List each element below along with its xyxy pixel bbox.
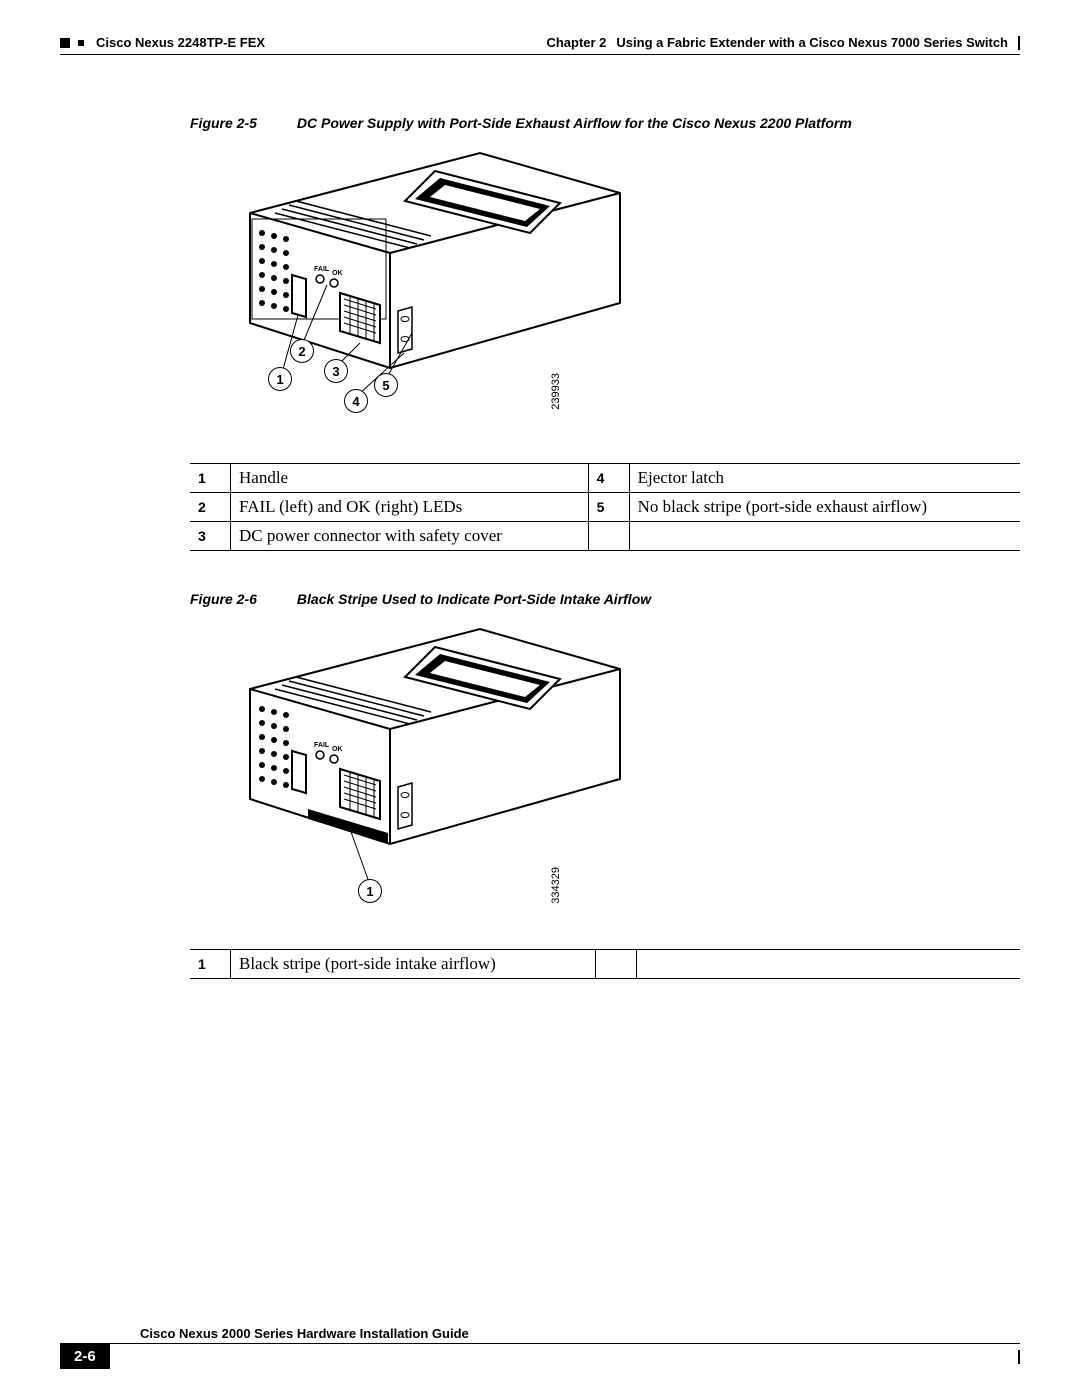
footer-guide-title: Cisco Nexus 2000 Series Hardware Install… <box>60 1326 1020 1344</box>
figure-2-5-caption: Figure 2-5 DC Power Supply with Port-Sid… <box>190 115 1020 131</box>
figure-2-6-table: 1 Black stripe (port-side intake airflow… <box>190 949 1020 979</box>
cell-num: 1 <box>190 950 231 979</box>
table-row: 2 FAIL (left) and OK (right) LEDs 5 No b… <box>190 493 1020 522</box>
callout-3: 3 <box>324 359 348 383</box>
footer-bar: 2-6 <box>60 1344 1020 1369</box>
cell-num: 2 <box>190 493 231 522</box>
figure-title: DC Power Supply with Port-Side Exhaust A… <box>297 115 1020 131</box>
figure-2-6-image: FAIL OK <box>220 619 640 909</box>
cell-num <box>596 950 637 979</box>
svg-text:FAIL: FAIL <box>314 266 330 273</box>
figure-2-5-image: FAIL OK <box>220 143 640 423</box>
cell-desc: Handle <box>231 464 589 493</box>
header-tick-icon <box>1018 36 1020 50</box>
callout-2: 2 <box>290 339 314 363</box>
chapter-label: Chapter 2 <box>546 35 606 50</box>
page-header: Cisco Nexus 2248TP-E FEX Chapter 2 Using… <box>60 35 1020 55</box>
figure-title: Black Stripe Used to Indicate Port-Side … <box>297 591 1020 607</box>
page: Cisco Nexus 2248TP-E FEX Chapter 2 Using… <box>0 0 1080 1397</box>
cell-num <box>588 522 629 551</box>
callout-1: 1 <box>358 879 382 903</box>
callout-5: 5 <box>374 373 398 397</box>
table-row: 1 Black stripe (port-side intake airflow… <box>190 950 1020 979</box>
cell-desc: Ejector latch <box>629 464 1020 493</box>
table-row: 3 DC power connector with safety cover <box>190 522 1020 551</box>
callout-4: 4 <box>344 389 368 413</box>
figure-2-5-table: 1 Handle 4 Ejector latch 2 FAIL (left) a… <box>190 463 1020 551</box>
drawing-number: 239933 <box>550 373 562 410</box>
figure-2-6-caption: Figure 2-6 Black Stripe Used to Indicate… <box>190 591 1020 607</box>
psu-diagram-stripe-icon: FAIL OK <box>220 619 640 909</box>
svg-text:OK: OK <box>332 746 343 753</box>
callout-1: 1 <box>268 367 292 391</box>
svg-text:FAIL: FAIL <box>314 742 330 749</box>
page-number-badge: 2-6 <box>60 1344 110 1369</box>
chapter-title: Using a Fabric Extender with a Cisco Nex… <box>616 35 1008 50</box>
cell-desc: Black stripe (port-side intake airflow) <box>231 950 596 979</box>
cell-desc <box>629 522 1020 551</box>
cell-num: 4 <box>588 464 629 493</box>
page-footer: Cisco Nexus 2000 Series Hardware Install… <box>60 1326 1020 1369</box>
cell-desc <box>637 950 1020 979</box>
cell-num: 1 <box>190 464 231 493</box>
figure-label: Figure 2-6 <box>190 591 257 607</box>
drawing-number: 334329 <box>550 867 562 904</box>
header-square-small-icon <box>78 40 84 46</box>
header-square-large-icon <box>60 38 70 48</box>
footer-tick-icon <box>1018 1350 1020 1364</box>
cell-desc: DC power connector with safety cover <box>231 522 589 551</box>
content-area: Figure 2-5 DC Power Supply with Port-Sid… <box>60 115 1020 979</box>
svg-text:OK: OK <box>332 270 343 277</box>
cell-num: 5 <box>588 493 629 522</box>
cell-desc: FAIL (left) and OK (right) LEDs <box>231 493 589 522</box>
section-title: Cisco Nexus 2248TP-E FEX <box>96 35 265 50</box>
header-right: Chapter 2 Using a Fabric Extender with a… <box>546 35 1020 50</box>
figure-label: Figure 2-5 <box>190 115 257 131</box>
table-row: 1 Handle 4 Ejector latch <box>190 464 1020 493</box>
cell-num: 3 <box>190 522 231 551</box>
cell-desc: No black stripe (port-side exhaust airfl… <box>629 493 1020 522</box>
header-left: Cisco Nexus 2248TP-E FEX <box>60 35 265 50</box>
